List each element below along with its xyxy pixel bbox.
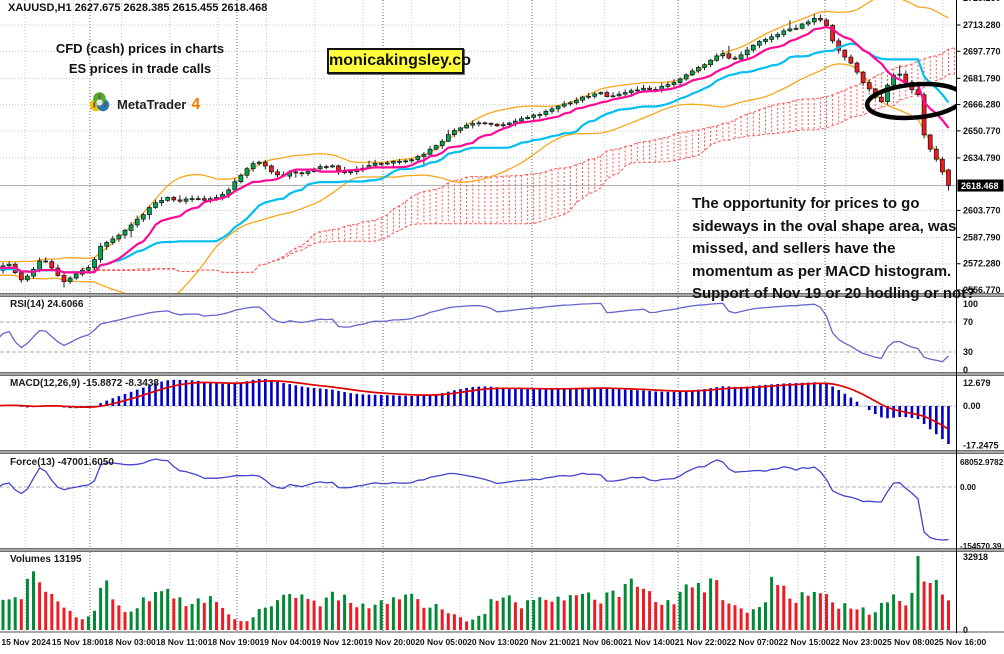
rsi-tick-label: 70 xyxy=(963,317,973,327)
force-panel-label: Force(13) -47001.6050 xyxy=(10,457,114,468)
brand-number: 4 xyxy=(191,95,201,113)
macd-tick-label: -17.2475 xyxy=(963,440,999,450)
analysis-annotation: The opportunity for prices to go sideway… xyxy=(692,193,982,306)
price-tick-label: 2697.770 xyxy=(963,46,1001,56)
brand-name: MetaTrader xyxy=(117,97,187,112)
force-tick-label: 68052.9782 xyxy=(960,458,1004,467)
volumes-panel-label: Volumes 13195 xyxy=(10,554,82,565)
time-axis-label: 19 Nov 20:00 xyxy=(363,637,415,647)
price-tick-label: 2587.790 xyxy=(963,232,1001,242)
price-tick-label: 2681.790 xyxy=(963,73,1001,83)
time-axis-label: 19 Nov 04:00 xyxy=(260,637,312,647)
force-tick-label: -154570.39 xyxy=(960,542,1002,551)
time-axis-label: 18 Nov 11:00 xyxy=(156,637,208,647)
rsi-tick-label: 100 xyxy=(963,299,978,309)
watermark-badge: monicakingsley.co xyxy=(327,48,471,74)
macd-tick-label: 0.00 xyxy=(963,401,981,411)
time-axis-label: 18 Nov 03:00 xyxy=(104,637,156,647)
time-axis-label: 22 Nov 23:00 xyxy=(830,637,882,647)
price-tick-label: 2650.770 xyxy=(963,126,1001,136)
volume-tick-label: 0 xyxy=(963,625,968,635)
time-axis-label: 25 Nov 16:00 xyxy=(934,637,986,647)
price-tick-label: 2572.280 xyxy=(963,259,1001,269)
annotation-line: sideways in the oval shape area, was xyxy=(692,217,957,235)
volume-tick-label: 32918 xyxy=(963,552,988,562)
note-es-prices: ES prices in trade calls xyxy=(68,61,212,76)
metatrader-brand: MetaTrader 4 xyxy=(88,90,200,119)
time-axis-label: 22 Nov 15:00 xyxy=(779,637,831,647)
time-axis-label: 15 Nov 2024 xyxy=(1,637,50,647)
time-axis-label: 20 Nov 21:00 xyxy=(519,637,571,647)
time-axis-label: 21 Nov 06:00 xyxy=(571,637,623,647)
price-tick-label: 2634.790 xyxy=(963,153,1001,163)
symbol-quote-line: XAUUSD,H1 2627.675 2628.385 2615.455 261… xyxy=(8,2,268,14)
price-tick-label: 2666.280 xyxy=(963,100,1001,110)
time-axis-label: 25 Nov 08:00 xyxy=(882,637,934,647)
time-axis-label: 20 Nov 13:00 xyxy=(467,637,519,647)
macd-tick-label: 12.679 xyxy=(963,378,991,388)
time-axis-label: 19 Nov 12:00 xyxy=(311,637,363,647)
note-cfd-prices: CFD (cash) prices in charts xyxy=(55,41,225,56)
annotation-line: momentum as per MACD histogram. xyxy=(692,262,952,280)
time-axis-label: 22 Nov 07:00 xyxy=(727,637,779,647)
price-tick-label: 2603.770 xyxy=(963,205,1001,215)
current-price-label: 2618.468 xyxy=(961,181,999,191)
time-axis-label: 18 Nov 19:00 xyxy=(208,637,260,647)
annotation-line: missed, and sellers have the xyxy=(692,240,896,257)
annotation-line: Support of Nov 19 or 20 hodling or not? xyxy=(692,285,976,302)
price-tick-label: 2729.260 xyxy=(963,0,1001,3)
rsi-tick-label: 30 xyxy=(963,347,973,357)
price-tick-label: 2713.280 xyxy=(963,20,1001,30)
macd-panel-label: MACD(12,26,9) -15.8872 -8.3438 xyxy=(10,378,159,389)
time-axis-label: 21 Nov 22:00 xyxy=(675,637,727,647)
rsi-tick-label: 0 xyxy=(963,365,968,375)
time-axis-label: 21 Nov 14:00 xyxy=(623,637,675,647)
time-axis-label: 20 Nov 05:00 xyxy=(415,637,467,647)
rsi-panel-label: RSI(14) 24.6066 xyxy=(10,299,84,310)
price-tick-label: 2556.770 xyxy=(963,285,1001,295)
force-tick-label: 0.00 xyxy=(960,483,976,492)
metatrader-logo-icon xyxy=(88,90,112,119)
annotation-line: The opportunity for prices to go xyxy=(692,195,920,212)
time-axis-label: 15 Nov 18:00 xyxy=(52,637,104,647)
